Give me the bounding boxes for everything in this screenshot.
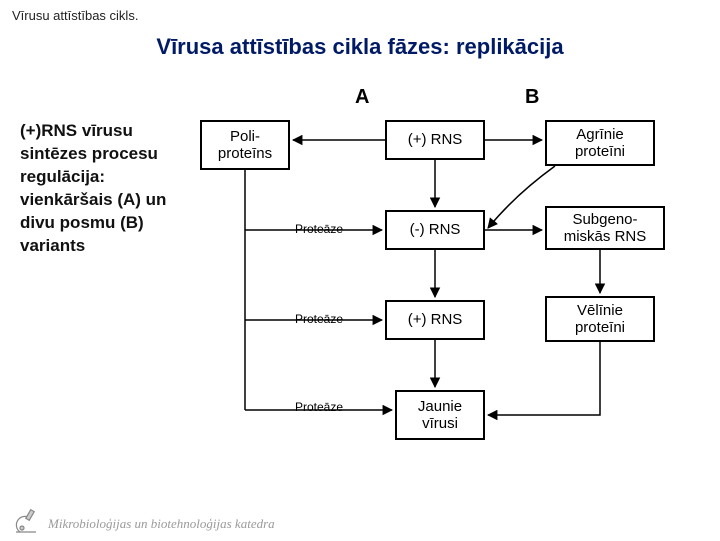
microscope-icon [10,504,42,536]
footer-text: Mikrobioloģijas un biotehnoloģijas kated… [48,516,275,532]
breadcrumb: Vīrusu attīstības cikls. [12,8,138,23]
side-description: (+)RNS vīrusu sintēzes procesu regulācij… [20,120,180,258]
page-title: Vīrusa attīstības cikla fāzes: replikāci… [0,34,720,60]
diagram-arrows [195,80,705,500]
diagram-area: A B Poli-proteīns (+) RNS Agrīnieproteīn… [195,80,705,500]
